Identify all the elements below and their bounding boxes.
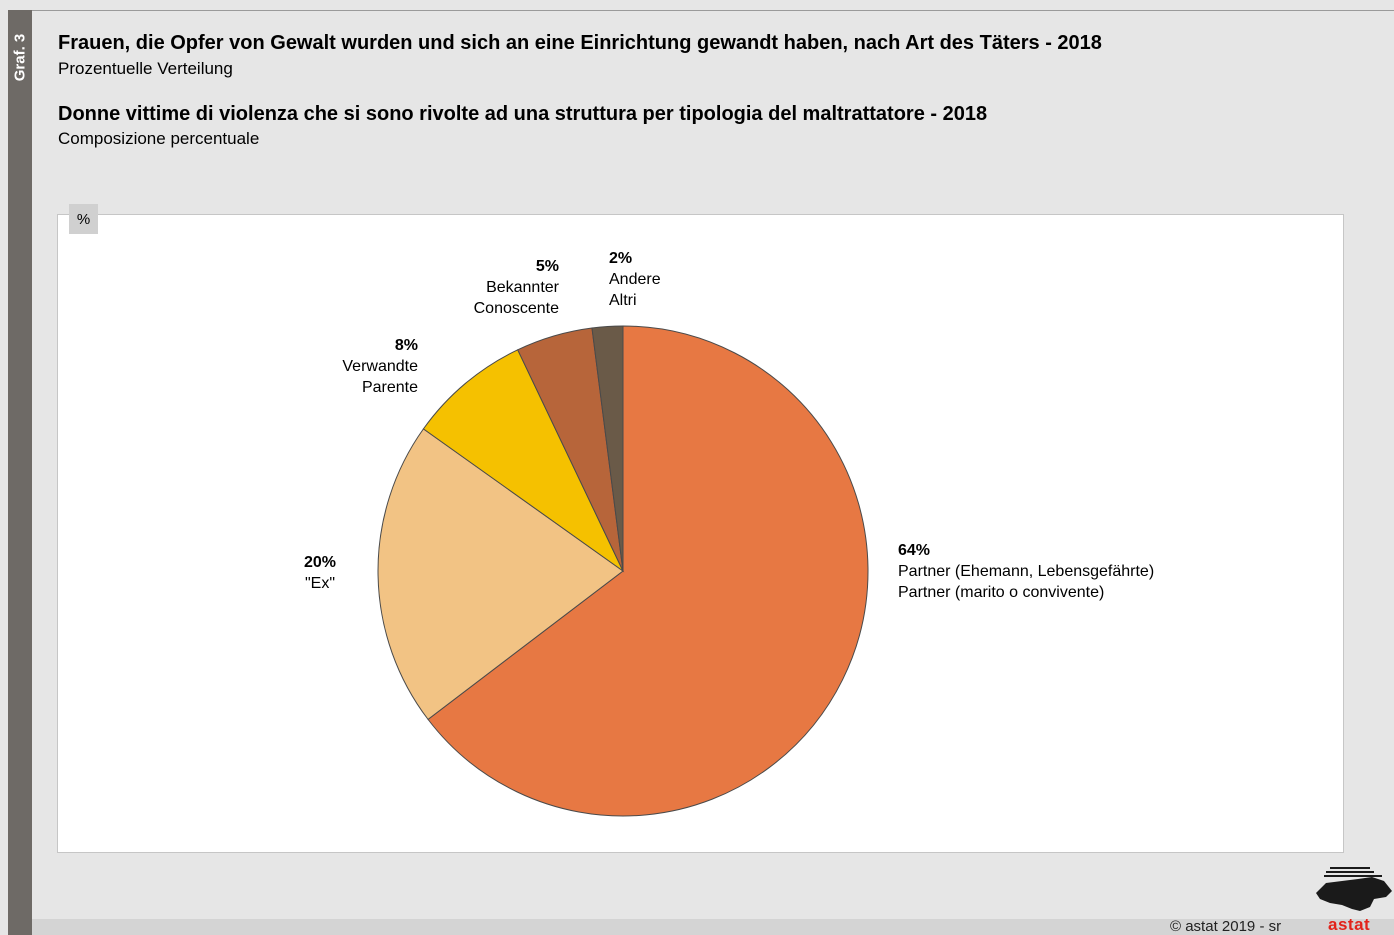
slice-name-it-andere: Altri — [609, 292, 637, 309]
top-divider — [32, 10, 1394, 11]
slice-pct-partner: 64% — [898, 542, 931, 559]
side-strip — [8, 10, 32, 935]
slice-name-de-andere: Andere — [609, 271, 661, 288]
pie-slice-ex — [377, 428, 624, 721]
footer-bar — [32, 919, 1394, 935]
slice-label-andere: 2% Andere Altri — [609, 248, 661, 311]
chart-subtitle-it: Composizione percentuale — [58, 129, 260, 148]
copyright-text: © astat 2019 - sr — [1170, 918, 1282, 935]
chart-subtitle-de: Prozentuelle Verteilung — [58, 59, 233, 78]
pie-slice-partner — [427, 325, 869, 817]
slice-label-ex: 20% "Ex" — [290, 552, 350, 594]
pie-slice-verwandte — [422, 349, 625, 573]
slice-label-bekannter: 5% Bekannter Conoscente — [430, 256, 559, 319]
slice-name-it-bekannter: Conoscente — [473, 300, 559, 317]
astat-logo-icon — [1316, 867, 1392, 911]
slice-pct-andere: 2% — [609, 250, 633, 267]
slice-label-partner: 64% Partner (Ehemann, Lebensgefährte) Pa… — [898, 540, 1154, 603]
slice-pct-verwandte: 8% — [394, 337, 418, 354]
slice-pct-bekannter: 5% — [535, 258, 559, 275]
slice-name-it-verwandte: Parente — [361, 379, 418, 396]
slice-name-de-ex: "Ex" — [304, 575, 336, 592]
unit-badge: % — [69, 204, 98, 234]
slice-name-de-verwandte: Verwandte — [342, 358, 418, 375]
slice-label-verwandte: 8% Verwandte Parente — [300, 335, 418, 398]
pie-slice-andere — [591, 325, 624, 572]
slice-name-de-partner: Partner (Ehemann, Lebensgefährte) — [898, 563, 1155, 580]
chart-title-de: Frauen, die Opfer von Gewalt wurden und … — [58, 32, 1102, 54]
slice-name-de-bekannter: Bekannter — [486, 279, 559, 296]
slice-name-it-partner: Partner (marito o convivente) — [898, 584, 1105, 601]
slice-pct-ex: 20% — [303, 554, 337, 571]
logo-text: astat — [1328, 915, 1371, 934]
chart-title-it: Donne vittime di violenza che si sono ri… — [58, 103, 988, 125]
